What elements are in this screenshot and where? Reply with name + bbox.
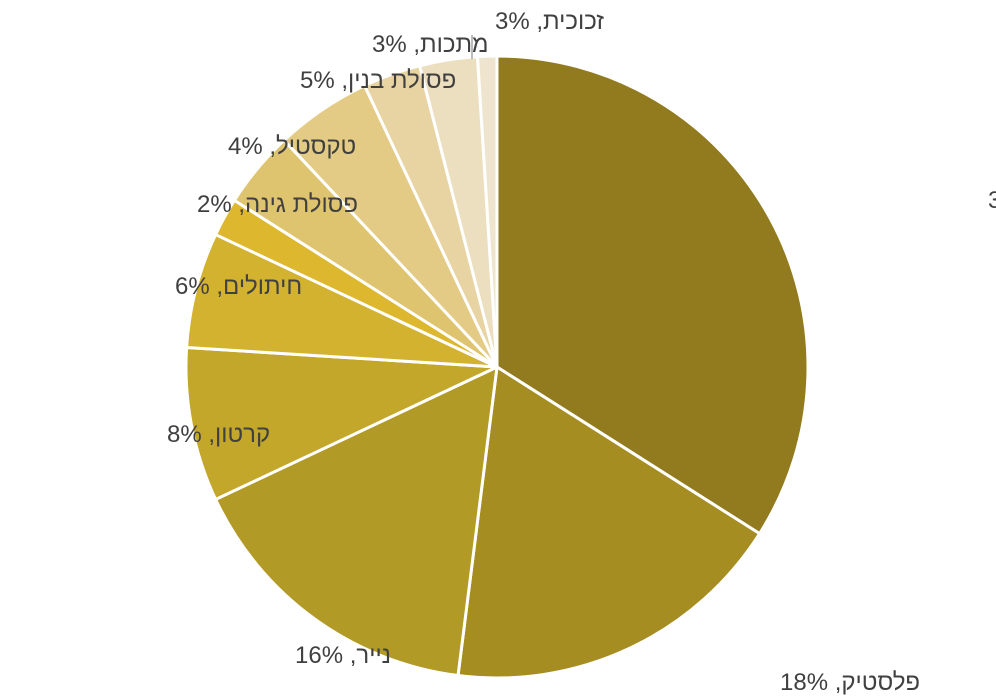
pie-slice-10 <box>475 54 499 369</box>
pie-slice-1 <box>456 365 762 680</box>
data-label-6: טקסטיל, 4% <box>228 133 356 160</box>
pie-slice-0 <box>495 54 810 536</box>
data-label-4: חיתולים, 6% <box>175 273 302 300</box>
data-label-9: זכוכית, 3% <box>495 8 604 35</box>
data-label-8: מתכות, 3% <box>372 31 489 58</box>
data-label-0: פסולת מזון, 34% <box>988 187 996 214</box>
data-label-7: פסולת בנין, 5% <box>300 67 456 94</box>
data-label-5: פסולת גינה, 2% <box>197 191 358 218</box>
pie-slice-2 <box>214 365 499 678</box>
pie-slice-3 <box>184 345 499 501</box>
data-label-3: קרטון, 8% <box>167 421 270 448</box>
data-label-1: פלסטיק, 18% <box>780 669 920 696</box>
data-label-2: נייר, 16% <box>295 642 391 669</box>
